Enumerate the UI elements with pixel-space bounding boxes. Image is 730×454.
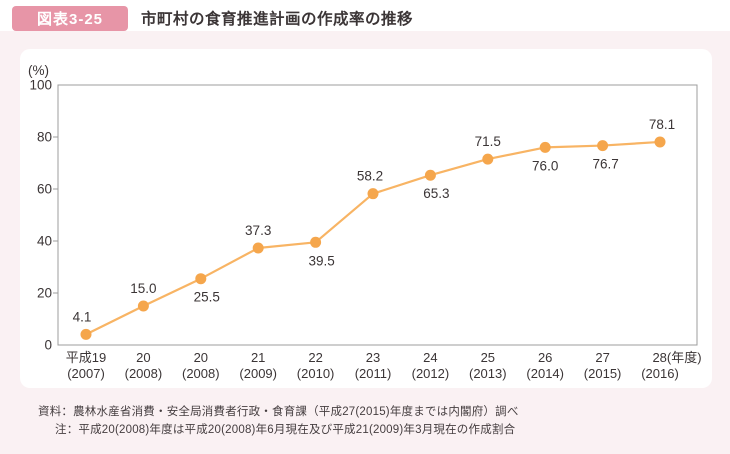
footer-notes: 資料：農林水産省消費・安全局消費者行政・食育課（平成27(2015)年度までは内… xyxy=(38,403,718,440)
data-point xyxy=(195,273,207,285)
x-axis-label-year: (2008) xyxy=(125,366,163,381)
data-point xyxy=(424,169,436,181)
x-axis-label: 22 xyxy=(308,350,322,365)
y-tick-label: 100 xyxy=(29,78,52,93)
data-point-label: 78.1 xyxy=(649,117,675,132)
data-point-label: 15.0 xyxy=(130,281,156,296)
figure-number-badge: 図表3-25 xyxy=(12,6,128,31)
chart-card: (%) 0 20 40 60 80 100 平成19 (2007) 20 (2008) 20 (2008… xyxy=(20,49,712,388)
data-point-label: 39.5 xyxy=(308,253,334,268)
x-axis-label-year: (2007) xyxy=(67,366,105,381)
y-tick-label: 60 xyxy=(37,182,52,197)
plot-area-border xyxy=(57,84,698,346)
line-chart-svg: (%)020406080100平成19(2007)20(2008)20(2008… xyxy=(28,63,702,381)
y-tick-label: 80 xyxy=(37,130,52,145)
data-point-label: 76.0 xyxy=(532,158,558,173)
data-point xyxy=(539,141,551,153)
data-point-label: 58.2 xyxy=(357,169,383,184)
y-tick-label: 40 xyxy=(37,234,52,249)
x-axis-label: 28(年度) xyxy=(652,350,701,365)
data-point-label: 4.1 xyxy=(73,309,92,324)
x-axis-label: 27 xyxy=(595,350,609,365)
data-point xyxy=(597,140,609,152)
y-axis-unit-label: (%) xyxy=(28,63,49,78)
x-axis-label-year: (2013) xyxy=(469,366,507,381)
header-strip: 図表3-25 市町村の食育推進計画の作成率の推移 xyxy=(0,0,730,31)
data-point xyxy=(310,236,322,248)
data-point xyxy=(482,153,494,165)
usage-note: 注：平成20(2008)年度は平成20(2008)年6月現在及び平成21(200… xyxy=(55,424,516,437)
data-point-label: 37.3 xyxy=(245,223,271,238)
source-note: 資料：農林水産省消費・安全局消費者行政・食育課（平成27(2015)年度までは内… xyxy=(38,406,519,418)
data-point-label: 71.5 xyxy=(475,134,501,149)
data-point-label: 65.3 xyxy=(423,186,449,201)
x-axis-label: 25 xyxy=(481,350,495,365)
x-axis-label-year: (2011) xyxy=(355,366,392,381)
data-point xyxy=(137,300,149,312)
x-axis-label: 20 xyxy=(194,350,208,365)
x-axis-label-year: (2016) xyxy=(641,366,679,381)
x-axis-label-year: (2015) xyxy=(584,366,622,381)
data-point-label: 25.5 xyxy=(194,290,220,305)
x-axis-label-year: (2009) xyxy=(239,366,277,381)
x-axis-label: 23 xyxy=(366,350,380,365)
x-axis-label: 平成19 xyxy=(66,350,106,365)
x-axis-label-year: (2012) xyxy=(412,366,450,381)
figure-title: 市町村の食育推進計画の作成率の推移 xyxy=(141,11,414,28)
data-point-label: 76.7 xyxy=(592,157,618,172)
x-axis-label: 20 xyxy=(136,350,150,365)
x-axis-label: 24 xyxy=(423,350,437,365)
data-point xyxy=(367,188,379,200)
x-axis-label-year: (2014) xyxy=(526,366,564,381)
data-point xyxy=(654,136,666,148)
y-tick-label: 20 xyxy=(37,286,52,301)
x-axis-label-year: (2008) xyxy=(182,366,220,381)
data-point xyxy=(252,242,264,254)
x-axis-label-year: (2010) xyxy=(297,366,335,381)
y-tick-label: 0 xyxy=(44,338,52,353)
data-point xyxy=(80,328,92,340)
x-axis-label: 26 xyxy=(538,350,552,365)
x-axis-label: 21 xyxy=(251,350,265,365)
